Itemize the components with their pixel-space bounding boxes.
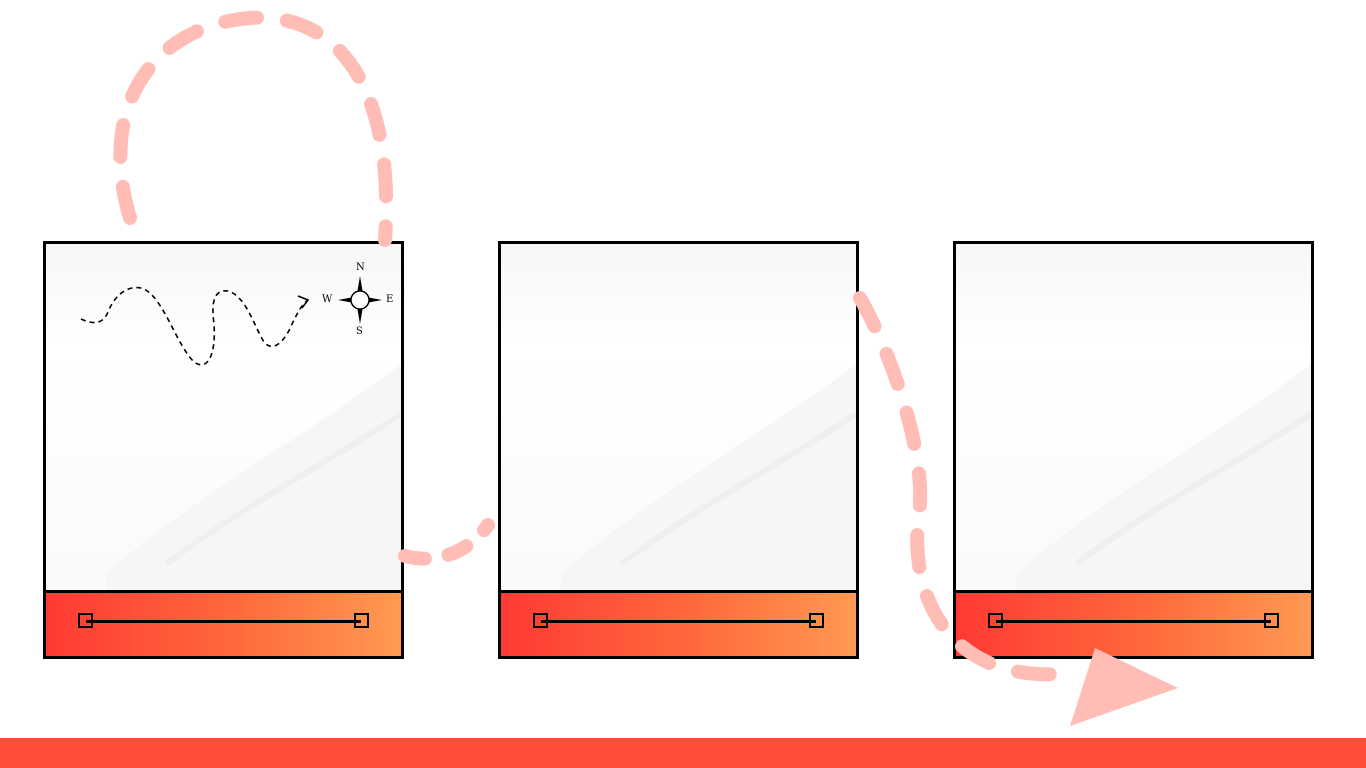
card-background-art [106, 364, 401, 591]
card-footer [501, 590, 856, 656]
compass-rose-icon: N S W E [318, 262, 393, 338]
dashed-journey-path-loop [113, 10, 394, 247]
slider-handle-right[interactable] [354, 613, 369, 628]
card-illustration-area [956, 244, 1311, 591]
bottom-accent-bar [0, 738, 1366, 768]
compass-south-label: S [356, 326, 363, 337]
dashed-route-arrow-icon [80, 286, 310, 366]
slider-track[interactable] [541, 620, 816, 623]
stage-card-3 [953, 241, 1314, 659]
slider-track[interactable] [996, 620, 1271, 623]
slider-handle-left[interactable] [988, 613, 1003, 628]
card-illustration-area [501, 244, 856, 591]
journey-arrowhead-icon [1070, 648, 1178, 726]
card-footer [46, 590, 401, 656]
dashed-journey-path-bridge [398, 518, 495, 566]
card-background-art [1016, 364, 1311, 591]
stage-card-2 [498, 241, 859, 659]
stage-card-1: N S W E [43, 241, 404, 659]
card-background-art [561, 364, 856, 591]
slider-handle-left[interactable] [533, 613, 548, 628]
compass-east-label: E [386, 294, 394, 305]
slider-track[interactable] [86, 620, 361, 623]
card-illustration-area: N S W E [46, 244, 401, 591]
slider-handle-right[interactable] [1264, 613, 1279, 628]
slider-handle-left[interactable] [78, 613, 93, 628]
compass-west-label: W [322, 294, 333, 305]
compass-north-label: N [356, 262, 365, 273]
slider-handle-right[interactable] [809, 613, 824, 628]
card-footer [956, 590, 1311, 656]
